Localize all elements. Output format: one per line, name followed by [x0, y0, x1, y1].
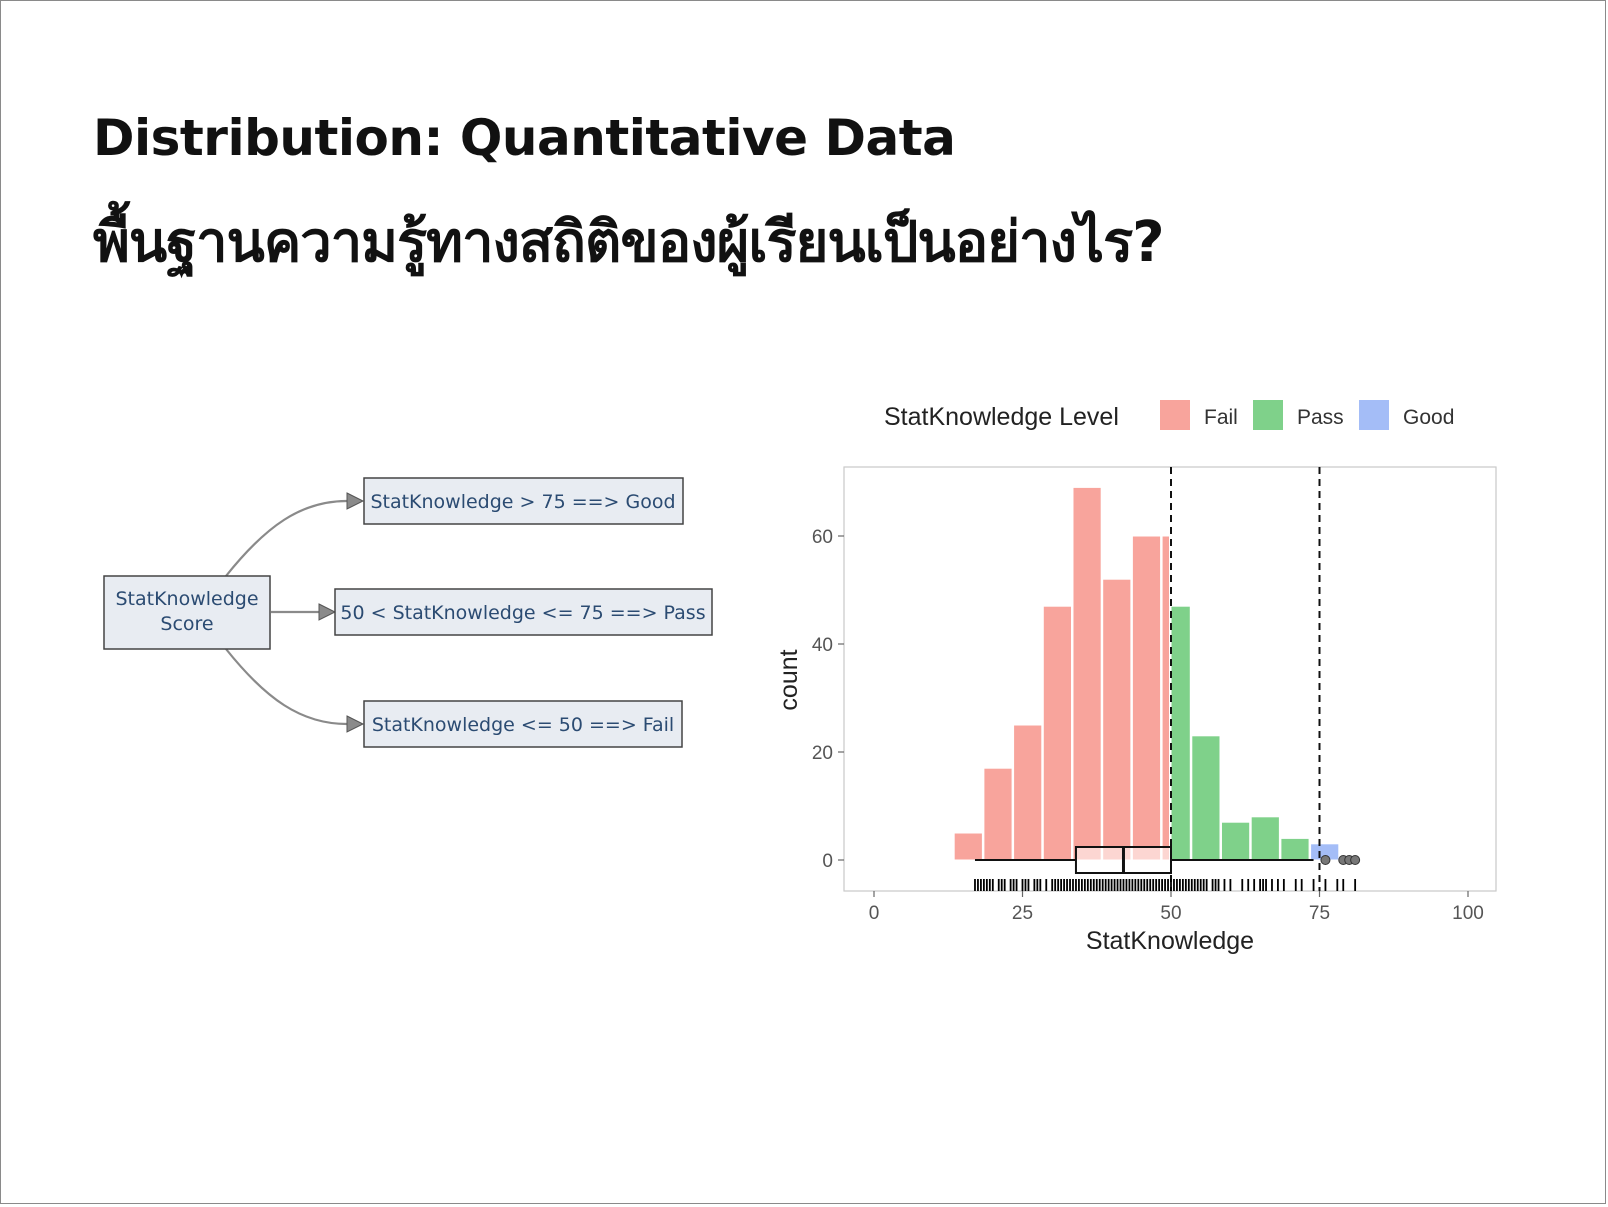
legend-label-good: Good	[1403, 406, 1454, 429]
bar-pass-11	[1250, 816, 1280, 861]
bar-pass-12	[1280, 837, 1310, 861]
arrow-head-good	[346, 492, 365, 510]
rug-marks	[974, 879, 1357, 891]
x-tick-label-25: 25	[1012, 903, 1033, 924]
bar-pass-9	[1191, 735, 1221, 861]
legend-key-good	[1359, 400, 1389, 430]
y-axis: 0 20 40 60	[812, 527, 844, 872]
slide-subtitle: พื้นฐานความรู้ทางสถิติของผู้เรียนเป็นอย่…	[93, 210, 1165, 275]
x-tick-label-50: 50	[1160, 903, 1181, 924]
y-tick-label-0: 0	[822, 851, 833, 872]
arrow-head-fail	[346, 715, 365, 733]
edge-to-good	[225, 499, 348, 577]
arrow-head-pass	[318, 603, 337, 621]
bar-fail-4	[1072, 486, 1102, 861]
bars-layer	[953, 486, 1340, 861]
node-source-line1: StatKnowledge	[115, 588, 258, 610]
bar-pass-10	[1220, 821, 1251, 861]
slide-title: Distribution: Quantitative Data	[93, 109, 956, 167]
y-tick-label-40: 40	[812, 635, 833, 656]
bar-fail-7	[1161, 535, 1170, 861]
node-pass	[334, 588, 713, 636]
bar-fail-0	[953, 832, 983, 861]
node-source-line2: Score	[160, 613, 213, 635]
node-good-label: StatKnowledge > 75 ==> Good	[370, 491, 675, 513]
x-axis-title: StatKnowledge	[1086, 927, 1254, 955]
legend-key-pass	[1253, 400, 1283, 430]
node-good	[363, 477, 684, 525]
x-tick-label-0: 0	[869, 903, 880, 924]
boxplot	[974, 846, 1361, 874]
legend: StatKnowledge Level Fail Pass Good	[884, 400, 1454, 431]
bar-pass-8	[1170, 605, 1191, 861]
bar-fail-3	[1042, 605, 1072, 861]
x-tick-label-100: 100	[1452, 903, 1484, 924]
bar-fail-1	[983, 767, 1013, 861]
x-tick-label-75: 75	[1309, 903, 1330, 924]
node-pass-label: 50 < StatKnowledge <= 75 ==> Pass	[340, 602, 705, 624]
node-source	[103, 575, 271, 650]
boxplot-outlier-0	[1320, 855, 1331, 865]
legend-label-fail: Fail	[1204, 406, 1238, 429]
legend-title: StatKnowledge Level	[884, 403, 1119, 431]
y-axis-title: count	[775, 649, 803, 710]
node-fail	[363, 700, 683, 748]
edge-to-fail	[225, 648, 348, 726]
y-tick-label-20: 20	[812, 743, 833, 764]
bar-fail-2	[1013, 724, 1043, 861]
bar-fail-6	[1131, 535, 1162, 861]
node-fail-label: StatKnowledge <= 50 ==> Fail	[372, 714, 674, 736]
bar-fail-5	[1102, 578, 1132, 861]
x-axis: 0 25 50 75 100	[869, 891, 1484, 924]
boxplot-outlier-3	[1350, 855, 1361, 865]
y-tick-label-60: 60	[812, 527, 833, 548]
legend-key-fail	[1160, 400, 1190, 430]
legend-label-pass: Pass	[1297, 406, 1344, 429]
cutoff-lines	[1170, 467, 1321, 891]
